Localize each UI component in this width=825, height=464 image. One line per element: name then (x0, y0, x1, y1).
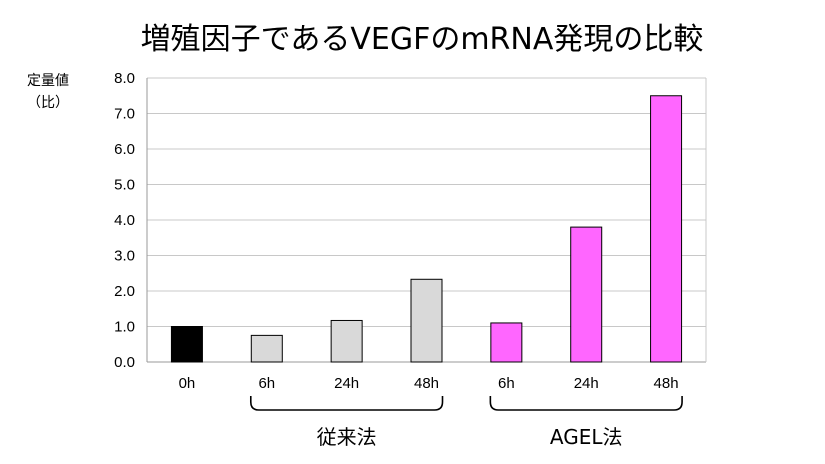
bars (170, 95, 683, 363)
x-tick-label: 24h (334, 375, 359, 392)
gridlines (146, 77, 707, 363)
y-tick-label: 3.0 (114, 248, 135, 265)
x-tick-label: 0h (179, 375, 196, 392)
y-axis-label-line-2: （比） (27, 95, 69, 111)
bar-6 (650, 95, 683, 363)
y-tick-labels: 0.0 1.0 2.0 3.0 4.0 5.0 6.0 7.0 8.0 (114, 70, 135, 371)
group-bracket-1 (489, 396, 683, 411)
y-tick-label: 2.0 (114, 283, 135, 300)
group-bracket-0 (249, 396, 444, 411)
group-label-1: AGEL法 (550, 425, 623, 449)
y-tick-label: 6.0 (114, 141, 135, 158)
y-tick-label: 0.0 (114, 354, 135, 371)
x-tick-label: 48h (654, 375, 679, 392)
x-tick-label: 6h (498, 375, 515, 392)
group-label-0: 従来法 (317, 425, 377, 449)
chart-title: 増殖因子であるVEGFのmRNA発現の比較 (141, 22, 704, 57)
x-tick-label: 48h (414, 375, 439, 392)
y-tick-label: 1.0 (114, 319, 135, 336)
bar-2 (330, 319, 363, 363)
x-tick-label: 6h (258, 375, 275, 392)
bar-0 (170, 326, 203, 363)
y-tick-label: 8.0 (114, 70, 135, 87)
x-tick-label: 24h (574, 375, 599, 392)
bar-5 (570, 226, 603, 363)
y-tick-label: 7.0 (114, 106, 135, 123)
y-axis-label-line-1: 定量値 (27, 73, 69, 89)
bar-3 (410, 278, 443, 363)
bar-1 (250, 334, 283, 363)
x-tick-labels: 0h 6h 24h 48h 6h 24h 48h (179, 375, 679, 392)
group-brackets: 従来法 AGEL法 (249, 396, 683, 449)
y-tick-label: 4.0 (114, 212, 135, 229)
bar-4 (490, 322, 523, 363)
y-tick-label: 5.0 (114, 177, 135, 194)
